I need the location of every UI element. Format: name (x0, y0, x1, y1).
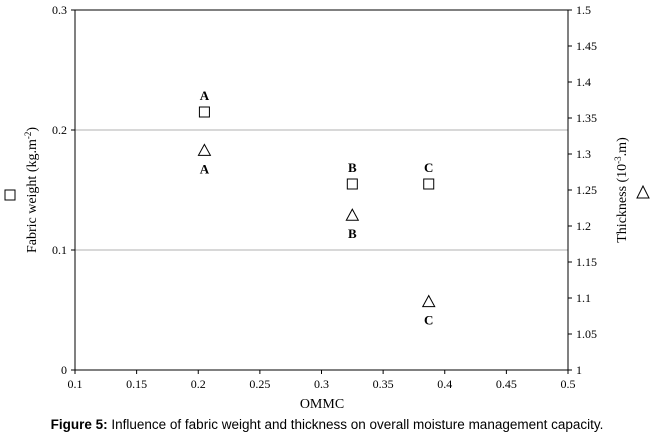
triangle-marker (421, 294, 436, 308)
y-right-tick-label: 1.35 (576, 111, 597, 125)
square-point-label: C (424, 160, 433, 175)
y-right-tick-label: 1.1 (576, 291, 591, 305)
x-tick-label: 0.35 (373, 377, 394, 391)
data-marks: A B C A B C (197, 88, 436, 328)
legend-right-triangle-icon (636, 184, 650, 199)
x-tick-label: 0.3 (314, 377, 329, 391)
y-axis-right-label-sup: -3 (613, 156, 623, 164)
y-right-tick-label: 1 (576, 363, 582, 377)
square-marker (198, 106, 210, 118)
gridlines (75, 129, 568, 251)
triangle-marker (197, 143, 212, 156)
y-axis-left-label-sup: -2 (23, 132, 33, 140)
y-left-tick-label: 0 (61, 363, 67, 377)
y-right-tick-label: 1.25 (576, 183, 597, 197)
triangle-marker (345, 208, 360, 221)
y-axis-left-label: Fabric weight (kg.m-2) (23, 127, 40, 253)
x-tick-label: 0.4 (437, 377, 452, 391)
figure-caption-label: Figure 5: (50, 417, 108, 432)
square-point-label: A (200, 88, 210, 103)
y-left-tick-label: 0.1 (52, 243, 67, 257)
y-axis-right-label-close: .m) (615, 137, 630, 156)
y-right-tick-label: 1.5 (576, 3, 591, 17)
square-point-label: B (348, 160, 357, 175)
x-tick-label: 0.45 (496, 377, 517, 391)
square-marker (423, 178, 435, 190)
x-axis-label: OMMC (300, 397, 344, 412)
x-tick-label: 0.15 (126, 377, 147, 391)
plot-area-frame (74, 9, 569, 371)
y-right-tick-label: 1.4 (576, 75, 591, 89)
y-left-tick-label: 0.2 (52, 123, 67, 137)
y-left-tick-label: 0.3 (52, 3, 67, 17)
y-axis-right-label: Thickness (10-3.m) (613, 137, 630, 243)
axis-ticks: 0.1 0.15 0.2 0.25 0.3 0.35 0.4 0.45 0.500.10.20.… (52, 3, 597, 391)
figure-caption: Figure 5: Influence of fabric weight and… (0, 417, 654, 432)
figure-caption-text: Influence of fabric weight and thickness… (111, 417, 604, 432)
y-right-tick-label: 1.15 (576, 255, 597, 269)
x-tick-label: 0.25 (249, 377, 270, 391)
triangle-point-label: A (200, 161, 210, 176)
y-axis-left-label-close: ) (25, 127, 40, 132)
y-axis-right-label-main: Thickness (10 (615, 164, 630, 243)
y-right-tick-label: 1.05 (576, 327, 597, 341)
y-right-tick-label: 1.3 (576, 147, 591, 161)
y-right-tick-label: 1.45 (576, 39, 597, 53)
triangle-point-label: C (424, 313, 433, 328)
x-tick-label: 0.2 (191, 377, 206, 391)
triangle-point-label: B (348, 226, 357, 241)
x-tick-label: 0.5 (561, 377, 576, 391)
y-right-tick-label: 1.2 (576, 219, 591, 233)
y-axis-left-label-main: Fabric weight (kg.m (25, 139, 40, 253)
square-marker (346, 178, 358, 190)
x-tick-label: 0.1 (68, 377, 83, 391)
legend-left-square-icon (4, 189, 16, 201)
